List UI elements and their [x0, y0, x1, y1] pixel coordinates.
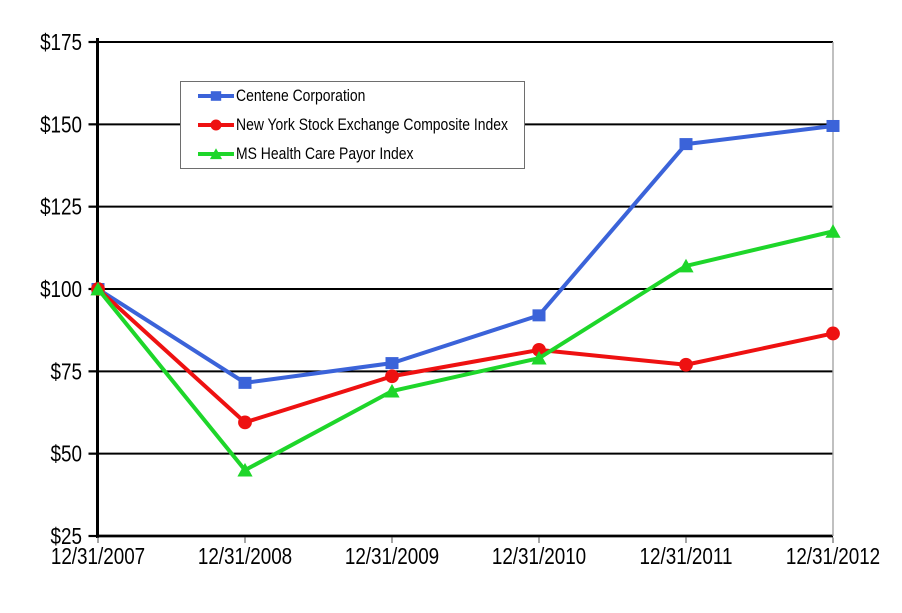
legend-swatch-red-circle-icon: [198, 119, 234, 131]
legend-swatch-marker: [210, 91, 222, 101]
y-axis-tick-label: $25: [51, 524, 82, 549]
series-triangle: [90, 224, 841, 477]
data-point-marker: [679, 357, 693, 372]
data-point-marker: [90, 281, 106, 296]
series-line: [96, 287, 834, 425]
data-point-marker: [826, 119, 840, 132]
x-axis-tick-label: 12/31/2009: [345, 544, 439, 569]
y-axis-tick-label: $75: [51, 360, 82, 385]
legend-item-ms-health-care-payor-index: MS Health Care Payor Index: [197, 142, 524, 166]
legend-label-ms-health-care-payor-index: MS Health Care Payor Index: [236, 144, 414, 163]
legend-label-centene-corporation: Centene Corporation: [236, 86, 366, 105]
chart-legend: Centene Corporation New York Stock Excha…: [180, 81, 525, 169]
data-point-marker: [531, 350, 547, 365]
data-point-marker: [237, 462, 253, 477]
legend-swatch-green-triangle-icon: [198, 148, 234, 160]
data-point-marker: [678, 258, 694, 273]
x-axis-tick-label: 12/31/2011: [640, 544, 733, 569]
y-axis-tick-label: $150: [40, 113, 82, 138]
data-point-marker: [826, 326, 840, 341]
series-line: [96, 123, 834, 385]
data-point-marker: [385, 357, 399, 370]
x-axis-tick-label: 12/31/2007: [51, 544, 145, 569]
legend-label-nyse-composite-index: New York Stock Exchange Composite Index: [236, 115, 508, 134]
x-axis-tick-label: 12/31/2012: [786, 544, 880, 569]
data-point-marker: [238, 376, 252, 389]
data-point-marker: [679, 138, 693, 151]
data-point-marker: [532, 343, 546, 357]
y-axis-tick-label: $175: [40, 30, 82, 55]
data-point-marker: [384, 383, 400, 398]
legend-swatch-blue-square-icon: [198, 91, 234, 101]
data-point-marker: [532, 309, 546, 322]
data-point-marker: [238, 415, 252, 430]
y-axis-tick-label: $125: [40, 195, 82, 220]
y-axis-tick-label: $100: [40, 277, 82, 302]
legend-swatch-marker: [210, 119, 222, 131]
legend-item-nyse-composite-index: New York Stock Exchange Composite Index: [197, 113, 524, 137]
data-point-marker: [385, 369, 399, 384]
y-axis-tick-label: $50: [51, 442, 82, 467]
x-axis-tick-label: 12/31/2010: [492, 544, 586, 569]
x-axis-tick-label: 12/31/2008: [198, 544, 292, 569]
series-line: [96, 229, 834, 473]
data-point-marker: [825, 224, 841, 238]
legend-swatch-marker: [209, 148, 223, 160]
legend-item-centene-corporation: Centene Corporation: [197, 84, 524, 108]
